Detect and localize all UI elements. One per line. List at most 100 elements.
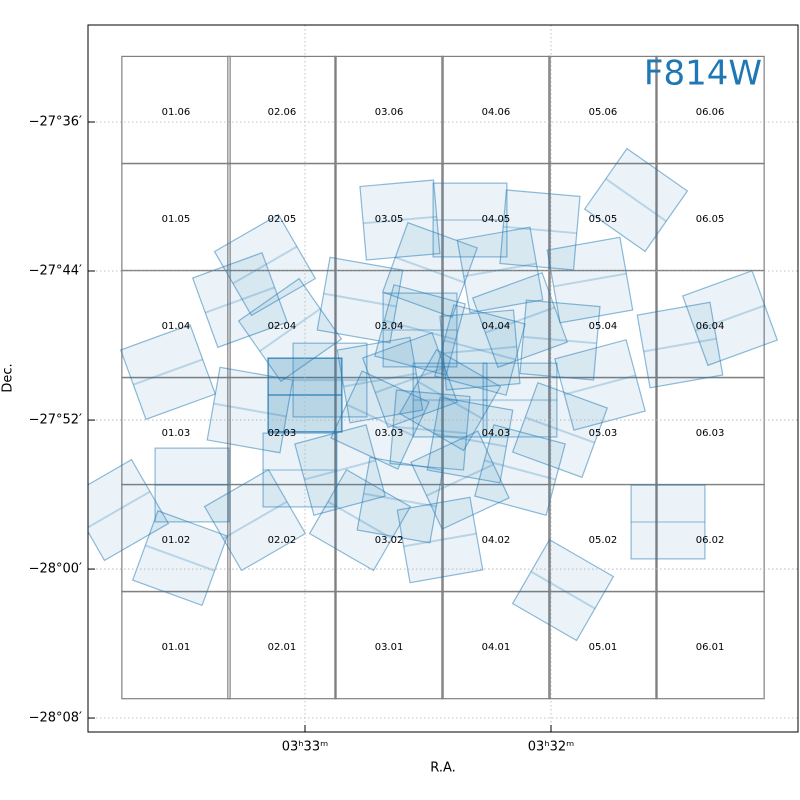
- chip-gap: [363, 215, 437, 225]
- exposure-outline: [630, 484, 706, 560]
- chip-gap: [553, 272, 627, 288]
- chip-gap: [393, 425, 467, 435]
- tile-label: 05.02: [589, 535, 618, 546]
- exposure: [292, 342, 368, 418]
- chip-gap: [694, 304, 766, 332]
- exposure: [439, 309, 521, 391]
- exposure: [213, 213, 317, 317]
- tile: [441, 590, 551, 700]
- chip-gap: [530, 570, 596, 610]
- exposure-outline: [456, 226, 544, 314]
- exposure-outline: [681, 269, 779, 367]
- tile-label: 01.06: [162, 107, 191, 118]
- exposure: [308, 468, 412, 572]
- exposure: [434, 304, 526, 396]
- exposure-outline: [410, 430, 510, 530]
- chip-gap: [403, 532, 477, 548]
- exposure-outline: [237, 277, 343, 383]
- exposure-outline: [471, 272, 569, 369]
- exposure: [511, 381, 609, 479]
- tile-label: 02.02: [268, 535, 297, 546]
- tile-label: 01.01: [162, 642, 191, 653]
- tile-label: 05.01: [589, 642, 618, 653]
- tile-label: 01.05: [162, 214, 191, 225]
- exposure: [88, 458, 170, 562]
- tile-label: 03.03: [375, 428, 404, 439]
- y-tick-label: −27°44′: [29, 263, 82, 278]
- exposure: [294, 424, 386, 516]
- tile-label: 01.04: [162, 321, 191, 332]
- x-tick-label: 03ʰ33ᵐ: [282, 740, 328, 755]
- chip-gap: [232, 245, 298, 285]
- chip-gap: [444, 339, 516, 361]
- chip-gap: [394, 256, 465, 284]
- chip-gap: [204, 286, 275, 314]
- tile-label: 02.03: [268, 428, 297, 439]
- chip-gap: [88, 490, 151, 530]
- exposure-outline: [191, 251, 288, 349]
- exposure: [398, 348, 502, 452]
- chip-gap: [503, 225, 577, 235]
- y-tick-label: −28°00′: [29, 562, 82, 577]
- exposure: [471, 272, 569, 369]
- y-tick-label: −28°08′: [29, 711, 82, 726]
- tile-label: 04.06: [482, 107, 511, 118]
- y-axis-label: Dec.: [1, 363, 16, 392]
- exposure: [131, 510, 229, 607]
- exposure-outline: [88, 458, 170, 562]
- tile-label: 05.06: [589, 107, 618, 118]
- exposure: [630, 484, 706, 560]
- chip-gap: [259, 308, 321, 352]
- filter-label: F814W: [644, 54, 762, 94]
- chip-gap: [524, 416, 595, 444]
- chip-gap: [643, 337, 717, 353]
- exposure: [396, 496, 484, 584]
- exposure-outline: [292, 342, 368, 418]
- exposure: [546, 236, 634, 324]
- tile: [548, 590, 658, 700]
- exposure: [636, 301, 724, 389]
- tile-label: 02.04: [268, 321, 297, 332]
- chip-gap: [484, 459, 556, 481]
- tile-label: 05.05: [589, 214, 618, 225]
- chip-gap: [213, 402, 287, 418]
- tile: [227, 590, 337, 700]
- exposure: [389, 389, 471, 471]
- exposure-outline: [554, 339, 646, 431]
- exposure: [316, 256, 404, 344]
- chip-gap: [323, 292, 397, 308]
- exposure-outline: [474, 424, 566, 516]
- tile-label: 04.05: [482, 214, 511, 225]
- chip-gap: [484, 306, 556, 334]
- chip-gap: [443, 345, 517, 355]
- tile-label: 04.02: [482, 535, 511, 546]
- chip-gap: [564, 374, 636, 396]
- tile-label: 05.03: [589, 428, 618, 439]
- exposure-outline: [203, 468, 307, 572]
- exposure-outline: [131, 510, 229, 607]
- exposure: [456, 226, 544, 314]
- exposure-outline: [432, 182, 508, 258]
- exposure: [336, 336, 424, 424]
- exposure: [154, 447, 230, 523]
- tile-label: 02.05: [268, 214, 297, 225]
- tile-label: 03.04: [375, 321, 404, 332]
- exposure: [203, 468, 307, 572]
- tile-label: 05.04: [589, 321, 618, 332]
- exposure-outline: [308, 468, 412, 572]
- exposure: [519, 299, 601, 381]
- exposure: [381, 221, 479, 319]
- tile-label: 01.03: [162, 428, 191, 439]
- chip-gap: [343, 372, 417, 388]
- chip-gap: [222, 500, 288, 540]
- tile: [334, 590, 444, 700]
- exposure-outline: [396, 496, 484, 584]
- tile-label: 04.03: [482, 428, 511, 439]
- exposure: [359, 179, 441, 261]
- tile-label: 03.02: [375, 535, 404, 546]
- exposure: [681, 269, 779, 367]
- exposure: [482, 362, 558, 438]
- tile-label: 06.04: [696, 321, 725, 332]
- tile-label: 06.01: [696, 642, 725, 653]
